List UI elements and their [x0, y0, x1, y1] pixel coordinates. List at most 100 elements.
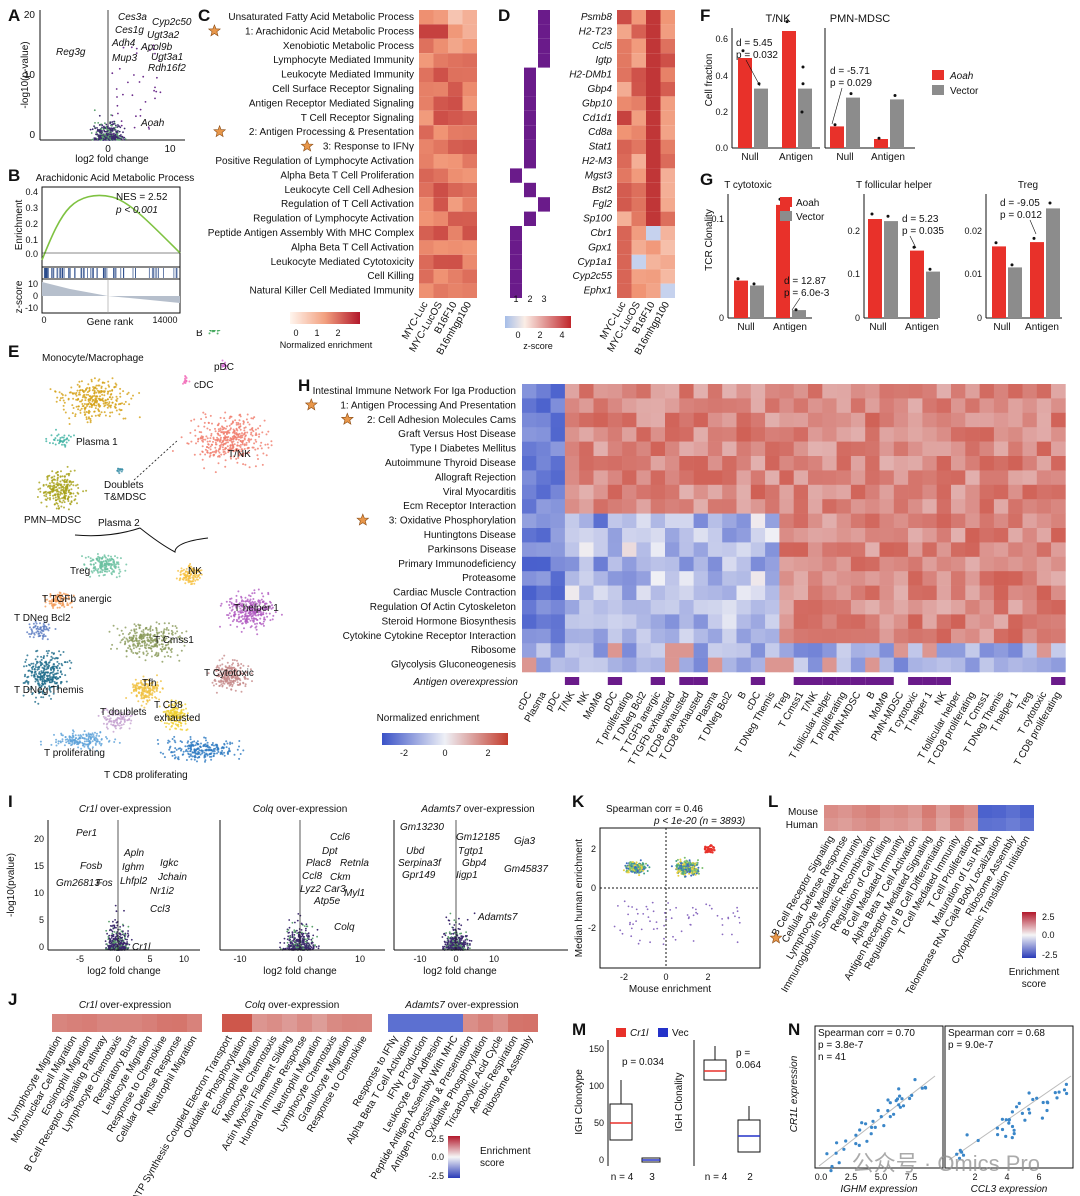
- umap-point: [161, 660, 164, 663]
- heatmap-cell: [879, 542, 895, 558]
- umap-point: [258, 608, 261, 611]
- umap-point: [213, 750, 216, 753]
- heatmap-cell: [650, 499, 666, 514]
- umap-point: [181, 714, 184, 717]
- umap-point: [115, 409, 118, 412]
- umap-point: [39, 490, 42, 493]
- heatmap-cell: [922, 542, 937, 558]
- umap-point: [84, 389, 86, 392]
- umap-point: [96, 732, 98, 735]
- umap-point: [174, 625, 177, 628]
- d-cluster-label: 2: [527, 294, 532, 304]
- heatmap-cell: [607, 484, 623, 500]
- umap-point: [90, 380, 93, 383]
- umap-point: [137, 644, 140, 647]
- star-icon: [340, 412, 354, 425]
- d-gene-label: Cbr1: [590, 228, 612, 239]
- volcano-point: [99, 129, 102, 132]
- umap-point: [156, 681, 159, 684]
- heatmap-cell: [631, 125, 646, 140]
- umap-point: [23, 675, 26, 678]
- umap-point: [231, 663, 234, 666]
- umap-point: [128, 644, 131, 647]
- heatmap-cell: [1022, 585, 1038, 601]
- umap-point: [96, 569, 99, 572]
- umap-point: [45, 437, 48, 440]
- volcano-point: [106, 130, 109, 133]
- umap-point: [50, 686, 53, 689]
- umap-point: [56, 488, 59, 491]
- heatmap-cell: [707, 499, 723, 514]
- umap-point: [118, 413, 121, 416]
- heatmap-cell: [607, 441, 623, 457]
- umap-point: [37, 632, 40, 635]
- umap-point: [150, 650, 153, 653]
- heatmap-cell: [433, 254, 448, 270]
- umap-point: [228, 679, 231, 682]
- bar-point: [801, 65, 805, 69]
- heatmap-cell: [650, 585, 666, 601]
- heatmap-cell: [951, 412, 966, 428]
- umap-point: [90, 378, 93, 381]
- heatmap-cell: [979, 499, 995, 514]
- umap-point: [33, 633, 36, 636]
- umap-point: [121, 402, 123, 405]
- umap-point: [237, 613, 240, 616]
- volcano-point: [112, 133, 115, 135]
- heatmap-cell: [536, 600, 551, 615]
- heatmap-cell: [462, 53, 477, 68]
- heatmap-cell: [622, 427, 637, 442]
- umap-point: [150, 641, 153, 644]
- heatmap-cell: [765, 528, 780, 543]
- umap-point: [108, 630, 111, 633]
- umap-point: [93, 386, 96, 389]
- umap-point: [82, 405, 85, 407]
- f-ylabel: Cell fraction: [704, 54, 715, 107]
- umap-point: [54, 496, 57, 499]
- umap-point: [88, 386, 91, 389]
- heatmap-cell: [646, 182, 661, 198]
- umap-point: [205, 435, 208, 438]
- umap-point: [246, 598, 249, 601]
- umap-point: [61, 396, 64, 399]
- volcano-point: [95, 131, 98, 134]
- umap-point: [26, 654, 29, 657]
- umap-point: [149, 647, 152, 650]
- umap-point: [227, 753, 229, 755]
- umap-point: [252, 614, 254, 617]
- umap-point: [229, 606, 231, 609]
- umap-point: [103, 394, 106, 397]
- heatmap-cell: [908, 441, 923, 457]
- umap-point: [162, 631, 165, 634]
- umap-point: [116, 647, 118, 650]
- umap-point: [86, 405, 88, 407]
- heatmap-cell: [793, 412, 809, 428]
- umap-point: [35, 696, 37, 699]
- umap-point: [97, 384, 100, 387]
- umap-point: [56, 606, 59, 609]
- heatmap-cell: [908, 528, 923, 543]
- umap-point: [108, 715, 111, 717]
- umap-point: [244, 685, 247, 688]
- umap-point: [130, 649, 133, 651]
- umap-point: [46, 478, 49, 481]
- umap-point: [131, 640, 134, 643]
- umap-point: [166, 651, 169, 654]
- umap-point: [134, 686, 137, 689]
- heatmap-cell: [564, 427, 580, 442]
- umap-point: [269, 619, 272, 622]
- umap-point: [270, 444, 273, 447]
- heatmap-cell: [579, 384, 594, 399]
- umap-point: [235, 457, 238, 460]
- umap-point: [64, 661, 67, 664]
- umap-point: [214, 446, 217, 449]
- umap-point: [103, 568, 106, 571]
- umap-point: [189, 744, 192, 747]
- heatmap-cell: [693, 528, 709, 543]
- heatmap-cell: [893, 384, 909, 399]
- umap-point: [187, 581, 190, 584]
- umap-point: [204, 413, 207, 416]
- cluster-block: [524, 110, 536, 126]
- umap-point: [239, 683, 242, 686]
- umap-point: [224, 452, 227, 455]
